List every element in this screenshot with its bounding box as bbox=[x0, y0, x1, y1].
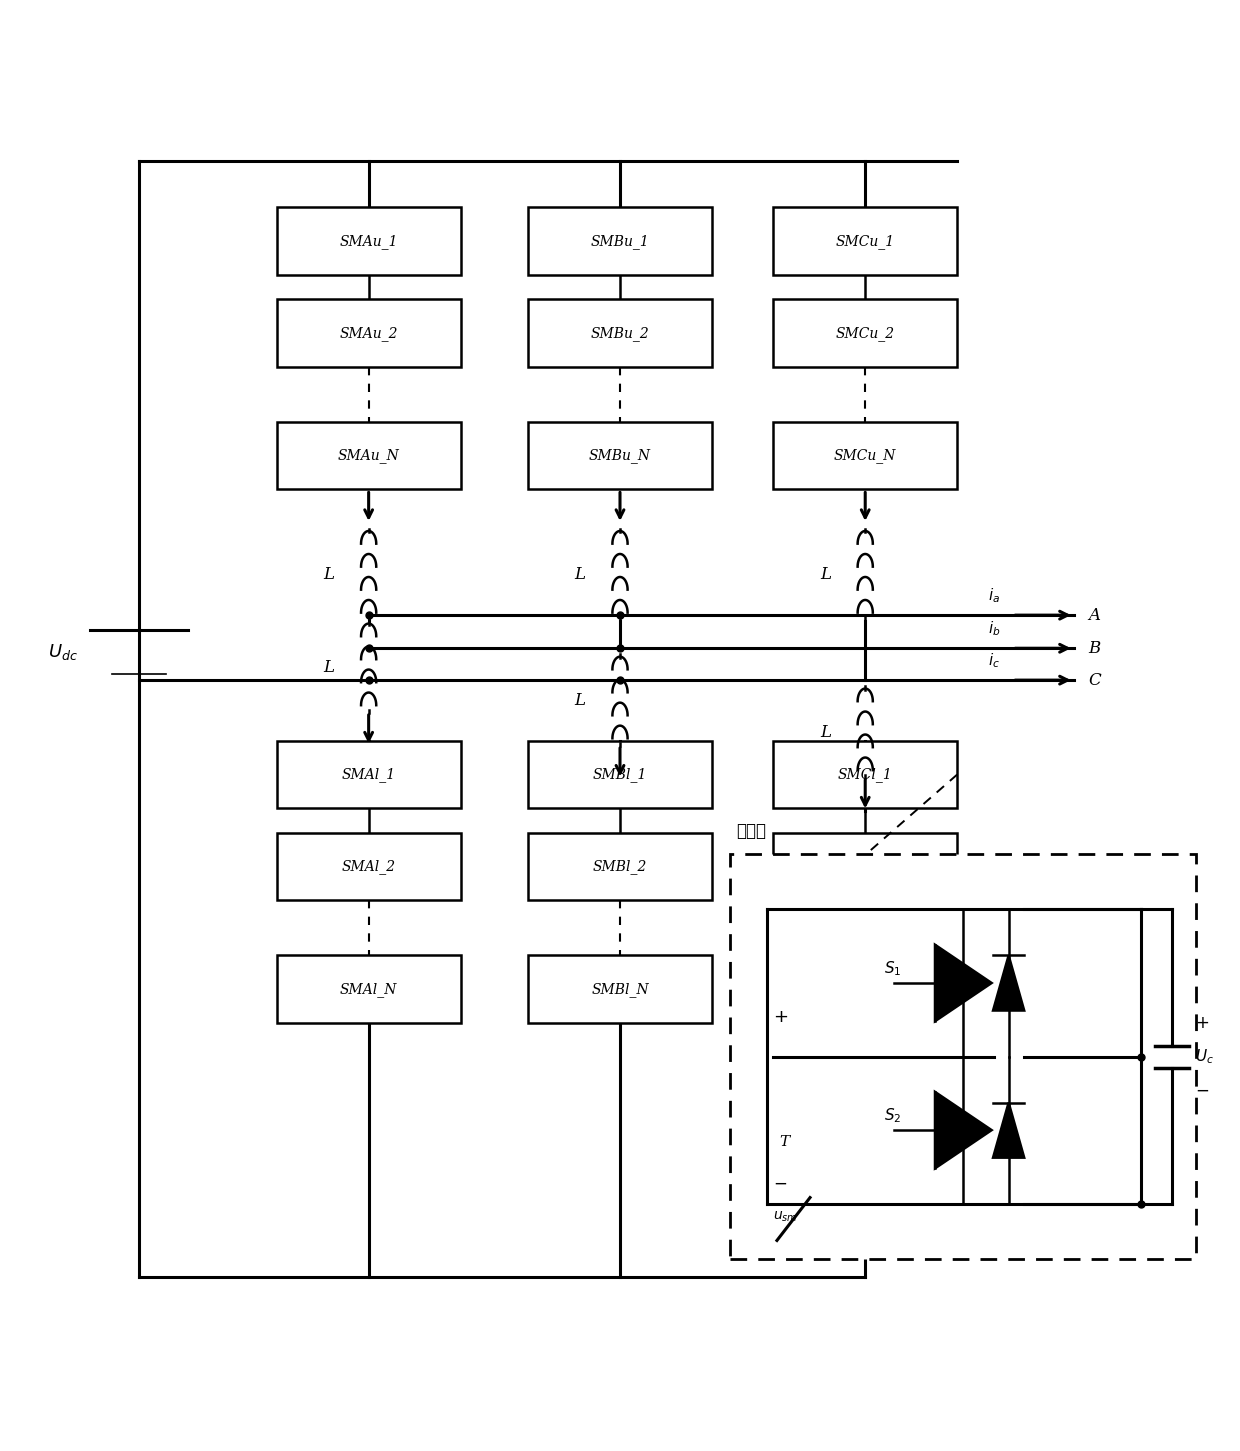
Text: $i_c$: $i_c$ bbox=[988, 651, 999, 670]
Text: SMAl_2: SMAl_2 bbox=[341, 859, 396, 874]
Text: $S_2$: $S_2$ bbox=[884, 1106, 901, 1125]
Bar bbox=[528, 741, 712, 808]
Bar bbox=[528, 955, 712, 1023]
Text: L: L bbox=[574, 566, 585, 583]
Text: SMCl_1: SMCl_1 bbox=[838, 768, 893, 782]
Polygon shape bbox=[935, 945, 992, 1022]
Text: SMBl_2: SMBl_2 bbox=[593, 859, 647, 874]
Text: +: + bbox=[774, 1008, 789, 1026]
Text: L: L bbox=[820, 566, 831, 583]
Text: +: + bbox=[1195, 1014, 1209, 1033]
Text: $u_{sm}$: $u_{sm}$ bbox=[774, 1210, 799, 1225]
Bar bbox=[774, 833, 957, 900]
Polygon shape bbox=[993, 955, 1024, 1010]
Text: SMCl_2: SMCl_2 bbox=[838, 859, 893, 874]
Text: SMAu_1: SMAu_1 bbox=[340, 234, 398, 248]
Text: $-$: $-$ bbox=[1195, 1081, 1209, 1098]
Text: SMBu_N: SMBu_N bbox=[589, 448, 651, 463]
Text: SMBl_1: SMBl_1 bbox=[593, 768, 647, 782]
Bar bbox=[730, 855, 1197, 1259]
Text: C: C bbox=[1089, 672, 1101, 689]
Bar bbox=[774, 207, 957, 274]
Bar bbox=[528, 422, 712, 489]
Bar bbox=[277, 741, 460, 808]
Text: $-$: $-$ bbox=[774, 1174, 787, 1191]
Text: B: B bbox=[1089, 640, 1101, 657]
Text: SMAl_1: SMAl_1 bbox=[341, 768, 396, 782]
Bar bbox=[277, 299, 460, 367]
Text: SMAl_N: SMAl_N bbox=[340, 982, 397, 997]
Text: $i_a$: $i_a$ bbox=[988, 586, 999, 605]
Bar bbox=[774, 299, 957, 367]
Text: $U_c$: $U_c$ bbox=[1195, 1048, 1214, 1066]
Bar bbox=[277, 955, 460, 1023]
Bar bbox=[277, 422, 460, 489]
Text: A: A bbox=[1089, 607, 1100, 624]
Text: SMCu_1: SMCu_1 bbox=[836, 234, 895, 248]
Bar bbox=[528, 207, 712, 274]
Text: SMBu_1: SMBu_1 bbox=[590, 234, 650, 248]
Bar bbox=[277, 207, 460, 274]
Text: SMAu_2: SMAu_2 bbox=[340, 325, 398, 341]
Bar bbox=[774, 741, 957, 808]
Text: L: L bbox=[820, 724, 831, 741]
Text: SMBl_N: SMBl_N bbox=[591, 982, 649, 997]
Text: SMAu_N: SMAu_N bbox=[337, 448, 399, 463]
Polygon shape bbox=[993, 1103, 1024, 1158]
Text: $S_1$: $S_1$ bbox=[884, 959, 901, 978]
Polygon shape bbox=[935, 1091, 992, 1168]
Text: L: L bbox=[324, 566, 335, 583]
Bar bbox=[774, 422, 957, 489]
Text: SMCu_N: SMCu_N bbox=[835, 448, 897, 463]
Bar bbox=[277, 833, 460, 900]
Bar bbox=[528, 299, 712, 367]
Text: SMBu_2: SMBu_2 bbox=[590, 325, 650, 341]
Text: 子模块: 子模块 bbox=[737, 821, 766, 840]
Bar bbox=[528, 833, 712, 900]
Text: SMCl_N: SMCl_N bbox=[836, 982, 894, 997]
Text: L: L bbox=[574, 692, 585, 710]
Text: SMCu_2: SMCu_2 bbox=[836, 325, 895, 341]
Text: T: T bbox=[780, 1135, 790, 1149]
Bar bbox=[774, 955, 957, 1023]
Text: $U_{dc}$: $U_{dc}$ bbox=[48, 641, 78, 662]
Text: $i_b$: $i_b$ bbox=[988, 620, 1001, 638]
Text: L: L bbox=[324, 659, 335, 676]
